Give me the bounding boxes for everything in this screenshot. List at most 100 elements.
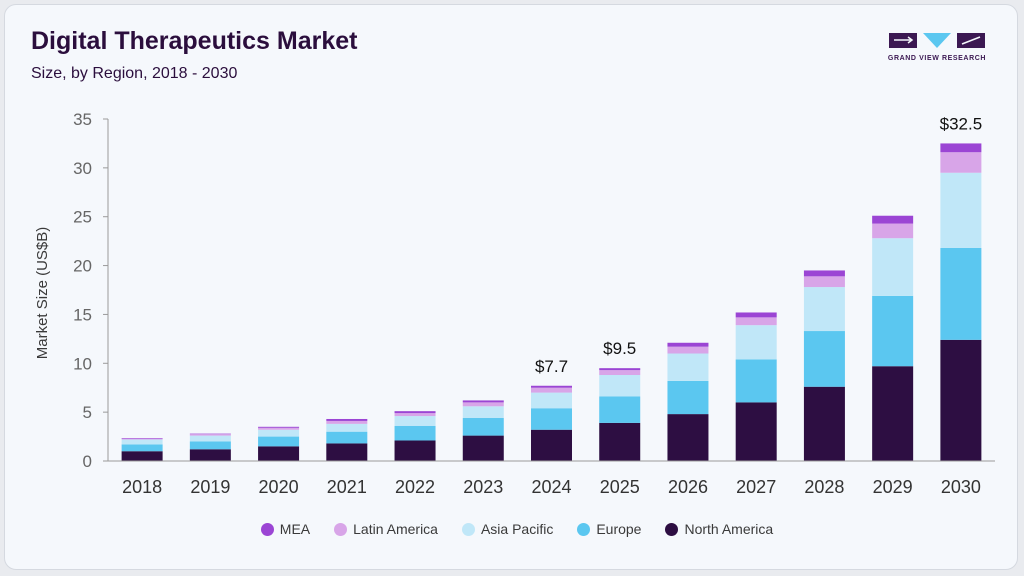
x-tick-label: 2020: [259, 477, 299, 497]
logo-text: GRAND VIEW RESEARCH: [887, 55, 987, 62]
bar-mea-2027: [735, 312, 777, 318]
bar-europe-2024: [531, 408, 572, 430]
bar-stack-2020: [258, 426, 300, 461]
y-axis-label: Market Size (US$B): [34, 227, 51, 360]
bar-north-america-2028: [803, 386, 845, 461]
bar-latin-america-2029: [872, 223, 914, 239]
bar-latin-america-2023: [462, 402, 504, 407]
bar-latin-america-2027: [735, 317, 777, 326]
bar-stack-2023: [462, 400, 504, 461]
bar-stack-2024: [531, 385, 572, 461]
page-title: Digital Therapeutics Market: [31, 27, 358, 55]
bar-stack-2025: [599, 368, 641, 461]
bar-europe-2020: [258, 436, 300, 447]
gvr-logo: GRAND VIEW RESEARCH: [885, 29, 989, 69]
bar-europe-2027: [735, 359, 777, 403]
bar-latin-america-2026: [667, 346, 709, 354]
bar-stack-2030: [940, 143, 982, 461]
annotations: $7.7 $9.5 $32.5: [535, 114, 982, 375]
bar-stack-2026: [667, 342, 709, 461]
bar-asia-pacific-2018: [121, 439, 163, 445]
bar-europe-2023: [462, 418, 504, 436]
bar-stack-2019: [189, 433, 231, 461]
bar-stack-2027: [735, 312, 777, 461]
bar-mea-2025: [599, 368, 641, 371]
bar-asia-pacific-2030: [940, 172, 982, 248]
bar-europe-2019: [189, 441, 231, 450]
bar-latin-america-2020: [258, 427, 300, 430]
legend-label-asia-pacific: Asia Pacific: [480, 521, 554, 537]
bar-stack-2021: [326, 418, 368, 461]
bar-latin-america-2025: [599, 370, 641, 376]
bar-asia-pacific-2028: [803, 287, 845, 332]
x-tick-label: 2028: [804, 477, 844, 497]
bar-north-america-2027: [735, 402, 777, 461]
bar-stack-2028: [803, 270, 845, 461]
bar-europe-2018: [121, 444, 163, 452]
y-tick-label: 35: [73, 110, 92, 129]
bars: [121, 143, 982, 461]
bar-asia-pacific-2024: [531, 392, 572, 409]
legend-item-europe: Europe: [577, 521, 641, 537]
bar-europe-2022: [394, 425, 436, 441]
y-axis: 0 5 10 15 20 25 30 35: [73, 110, 109, 471]
bar-north-america-2021: [326, 443, 368, 461]
x-tick-label: 2026: [668, 477, 708, 497]
bar-europe-2028: [803, 331, 845, 387]
bar-north-america-2019: [189, 449, 231, 461]
bar-europe-2029: [872, 295, 914, 367]
legend-label-latin-america: Latin America: [353, 521, 438, 537]
bar-north-america-2029: [872, 366, 914, 461]
legend: MEA Latin America Asia Pacific Europe North …: [5, 521, 1017, 537]
bar-europe-2025: [599, 396, 641, 423]
legend-swatch-asia-pacific: [461, 522, 475, 536]
bar-latin-america-2019: [189, 434, 231, 436]
bar-latin-america-2022: [394, 413, 436, 417]
bar-mea-2026: [667, 342, 709, 347]
y-tick-label: 20: [73, 257, 92, 276]
y-tick-label: 25: [73, 208, 92, 227]
y-tick-label: 10: [73, 354, 92, 373]
legend-label-mea: MEA: [279, 521, 311, 537]
bar-asia-pacific-2019: [189, 435, 231, 442]
bar-europe-2021: [326, 431, 368, 444]
bar-mea-2029: [872, 215, 914, 224]
legend-item-asia-pacific: Asia Pacific: [461, 521, 554, 537]
x-tick-label: 2023: [463, 477, 503, 497]
x-tick-label: 2029: [873, 477, 913, 497]
data-label-2030: $32.5: [940, 114, 983, 133]
bar-asia-pacific-2027: [735, 325, 777, 360]
x-tick-label: 2027: [736, 477, 776, 497]
bar-north-america-2025: [599, 422, 641, 461]
bar-mea-2024: [531, 385, 572, 388]
bar-asia-pacific-2023: [462, 406, 504, 419]
bar-asia-pacific-2020: [258, 429, 300, 437]
x-tick-label: 2019: [190, 477, 230, 497]
legend-swatch-europe: [577, 522, 591, 536]
bar-mea-2022: [394, 411, 436, 414]
bar-europe-2030: [940, 247, 982, 340]
x-tick-label: 2025: [600, 477, 640, 497]
x-tick-label: 2022: [395, 477, 435, 497]
bar-mea-2021: [326, 418, 368, 421]
bar-mea-2028: [803, 270, 845, 277]
y-tick-label: 15: [73, 305, 92, 324]
bar-asia-pacific-2025: [599, 375, 641, 397]
bar-stack-2022: [394, 411, 436, 461]
x-tick-label: 2021: [327, 477, 367, 497]
legend-item-mea: MEA: [260, 521, 311, 537]
y-tick-label: 30: [73, 159, 92, 178]
page-subtitle: Size, by Region, 2018 - 2030: [31, 65, 238, 82]
bar-stack-2029: [872, 215, 914, 461]
bar-asia-pacific-2029: [872, 238, 914, 296]
chart-card: Digital Therapeutics Market Size, by Reg…: [4, 4, 1018, 570]
bar-europe-2026: [667, 380, 709, 415]
bar-latin-america-2028: [803, 276, 845, 288]
bar-north-america-2024: [531, 429, 572, 461]
data-label-2025: $9.5: [603, 339, 636, 358]
y-tick-label: 5: [83, 403, 92, 422]
y-tick-label: 0: [83, 452, 92, 471]
bar-latin-america-2021: [326, 420, 368, 424]
gvr-logo-icon: [889, 33, 985, 48]
